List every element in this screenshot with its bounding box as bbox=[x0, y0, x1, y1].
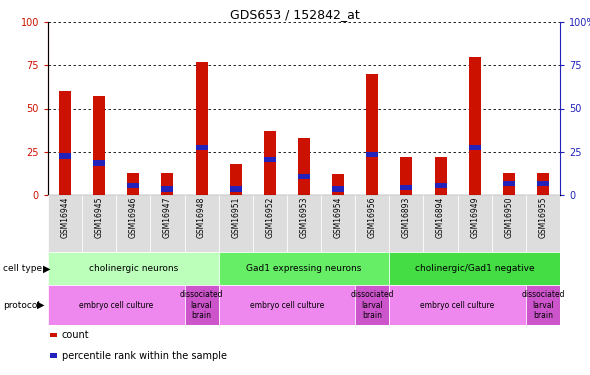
Text: cholinergic neurons: cholinergic neurons bbox=[88, 264, 178, 273]
Bar bbox=[287, 195, 321, 252]
Bar bbox=[491, 195, 526, 252]
Text: percentile rank within the sample: percentile rank within the sample bbox=[62, 351, 227, 361]
Bar bbox=[59, 153, 71, 159]
Bar bbox=[196, 145, 208, 150]
Bar bbox=[503, 172, 514, 195]
Bar bbox=[185, 285, 219, 325]
Text: dissociated
larval
brain: dissociated larval brain bbox=[180, 290, 224, 320]
Bar bbox=[401, 184, 412, 190]
Text: GSM16954: GSM16954 bbox=[333, 197, 343, 238]
Text: ▶: ▶ bbox=[43, 264, 51, 273]
Bar bbox=[389, 195, 424, 252]
Bar bbox=[196, 62, 208, 195]
Bar bbox=[150, 195, 185, 252]
Text: GSM16952: GSM16952 bbox=[266, 197, 274, 238]
Bar bbox=[458, 195, 491, 252]
Bar bbox=[537, 181, 549, 186]
Bar bbox=[424, 195, 458, 252]
Text: Gad1 expressing neurons: Gad1 expressing neurons bbox=[246, 264, 362, 273]
Bar bbox=[298, 174, 310, 179]
Bar bbox=[264, 131, 276, 195]
Text: embryo cell culture: embryo cell culture bbox=[79, 300, 153, 309]
Bar bbox=[435, 183, 447, 188]
Text: cell type: cell type bbox=[3, 264, 42, 273]
Bar bbox=[48, 252, 219, 285]
Bar bbox=[298, 138, 310, 195]
Bar bbox=[48, 195, 82, 252]
Text: GSM16955: GSM16955 bbox=[539, 197, 548, 238]
Text: ▶: ▶ bbox=[37, 300, 44, 310]
Text: GSM16946: GSM16946 bbox=[129, 197, 138, 238]
Bar bbox=[59, 91, 71, 195]
Bar bbox=[503, 181, 514, 186]
Bar bbox=[332, 174, 344, 195]
Bar bbox=[332, 186, 344, 192]
Bar bbox=[162, 186, 173, 192]
Text: GSM16956: GSM16956 bbox=[368, 197, 377, 238]
Bar bbox=[116, 195, 150, 252]
Text: GSM16893: GSM16893 bbox=[402, 197, 411, 238]
Bar bbox=[355, 285, 389, 325]
Bar bbox=[468, 145, 481, 150]
Text: embryo cell culture: embryo cell culture bbox=[250, 300, 324, 309]
Bar bbox=[93, 160, 105, 166]
Bar bbox=[526, 285, 560, 325]
Text: embryo cell culture: embryo cell culture bbox=[421, 300, 495, 309]
Bar bbox=[537, 172, 549, 195]
Bar bbox=[93, 96, 105, 195]
Bar bbox=[127, 172, 139, 195]
Bar bbox=[82, 195, 116, 252]
Bar bbox=[48, 285, 185, 325]
Bar bbox=[435, 157, 447, 195]
Bar bbox=[219, 195, 253, 252]
Bar bbox=[366, 152, 378, 157]
Text: GSM16894: GSM16894 bbox=[436, 197, 445, 238]
Text: GSM16944: GSM16944 bbox=[61, 197, 70, 238]
Text: GSM16950: GSM16950 bbox=[504, 197, 513, 238]
Text: GSM16951: GSM16951 bbox=[231, 197, 240, 238]
Bar bbox=[389, 285, 526, 325]
Bar bbox=[355, 195, 389, 252]
Text: GSM16948: GSM16948 bbox=[197, 197, 206, 238]
Text: GSM16949: GSM16949 bbox=[470, 197, 479, 238]
Bar bbox=[162, 172, 173, 195]
Bar bbox=[219, 285, 355, 325]
Bar bbox=[264, 157, 276, 162]
Text: GSM16945: GSM16945 bbox=[95, 197, 104, 238]
Bar bbox=[321, 195, 355, 252]
Bar bbox=[401, 157, 412, 195]
Bar bbox=[526, 195, 560, 252]
Bar bbox=[230, 164, 242, 195]
Text: GSM16953: GSM16953 bbox=[300, 197, 309, 238]
Text: count: count bbox=[62, 330, 90, 340]
Bar bbox=[468, 57, 481, 195]
Bar bbox=[185, 195, 219, 252]
Bar bbox=[366, 74, 378, 195]
Bar bbox=[127, 183, 139, 188]
Text: GSM16947: GSM16947 bbox=[163, 197, 172, 238]
Text: cholinergic/Gad1 negative: cholinergic/Gad1 negative bbox=[415, 264, 535, 273]
Text: dissociated
larval
brain: dissociated larval brain bbox=[350, 290, 394, 320]
Text: GDS653 / 152842_at: GDS653 / 152842_at bbox=[230, 8, 360, 21]
Bar bbox=[219, 252, 389, 285]
Text: dissociated
larval
brain: dissociated larval brain bbox=[521, 290, 565, 320]
Text: protocol: protocol bbox=[3, 300, 40, 309]
Bar bbox=[389, 252, 560, 285]
Bar bbox=[230, 186, 242, 192]
Bar bbox=[253, 195, 287, 252]
